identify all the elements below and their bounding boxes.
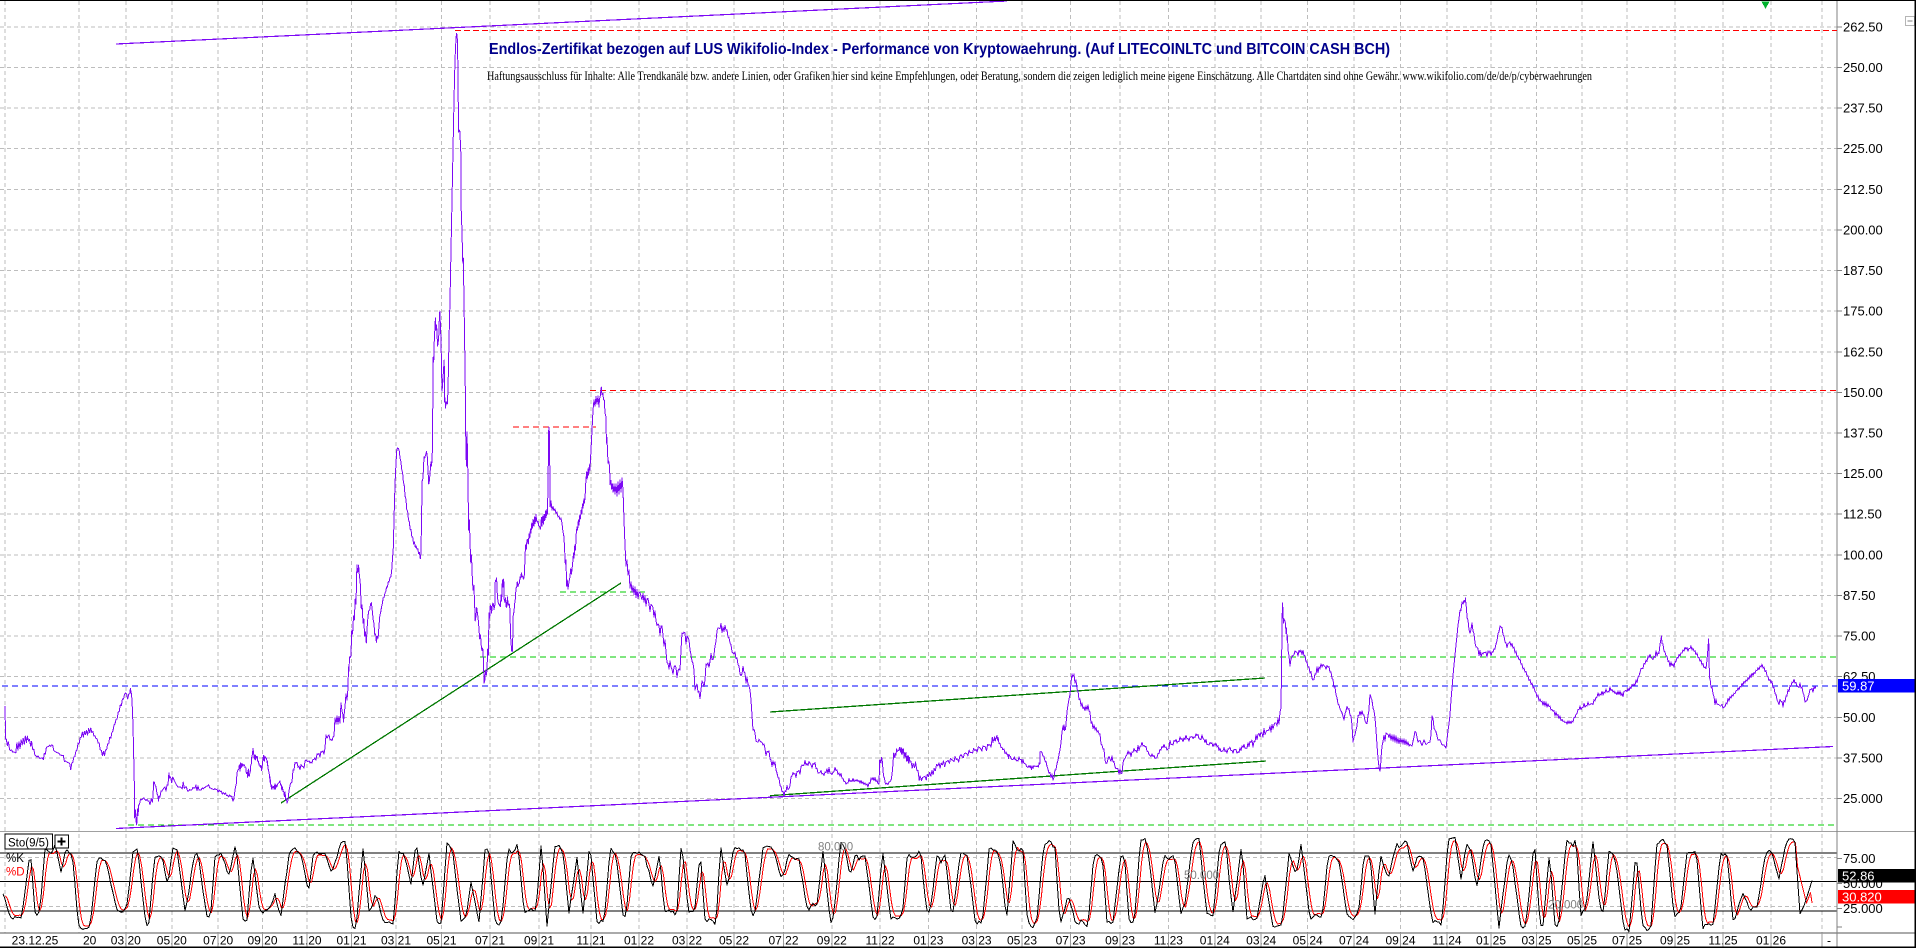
svg-text:20: 20 (83, 934, 97, 948)
svg-text:37.500: 37.500 (1843, 750, 1883, 765)
svg-text:75.00: 75.00 (1843, 851, 1876, 866)
svg-text:%K: %K (6, 853, 24, 865)
svg-text:Sto(9/5): Sto(9/5) (8, 837, 49, 849)
svg-text:87.50: 87.50 (1843, 588, 1876, 603)
svg-text:200.00: 200.00 (1843, 222, 1883, 237)
svg-text:262.50: 262.50 (1843, 19, 1883, 34)
svg-text:225.00: 225.00 (1843, 141, 1883, 156)
svg-text:212.50: 212.50 (1843, 182, 1883, 197)
svg-text:25.000: 25.000 (1843, 791, 1883, 806)
svg-text:-: - (1827, 934, 1831, 948)
svg-text:50.000: 50.000 (1184, 870, 1219, 882)
svg-text:Haftungsausschluss für Inhalte: Haftungsausschluss für Inhalte: Alle Tre… (487, 69, 1593, 83)
svg-text:20.000: 20.000 (1548, 900, 1583, 912)
svg-text:30.820: 30.820 (1842, 890, 1882, 905)
svg-text:100.00: 100.00 (1843, 547, 1883, 562)
svg-text:250.00: 250.00 (1843, 60, 1883, 75)
svg-text:23.12.25: 23.12.25 (12, 934, 59, 948)
svg-text:112.50: 112.50 (1843, 507, 1882, 522)
svg-text:137.50: 137.50 (1843, 426, 1883, 441)
svg-text:75.00: 75.00 (1843, 629, 1876, 644)
svg-text:237.50: 237.50 (1843, 101, 1883, 116)
svg-text:Endlos-Zertifikat bezogen auf: Endlos-Zertifikat bezogen auf LUS Wikifo… (489, 41, 1390, 58)
svg-text:80.000: 80.000 (818, 842, 853, 854)
svg-text:187.50: 187.50 (1843, 263, 1883, 278)
svg-text:25.000: 25.000 (1843, 901, 1883, 916)
svg-text:59.87: 59.87 (1842, 679, 1875, 694)
svg-text:50.00: 50.00 (1843, 710, 1876, 725)
svg-text:125.00: 125.00 (1843, 466, 1883, 481)
svg-text:175.00: 175.00 (1843, 304, 1883, 319)
svg-text:%D: %D (6, 867, 25, 879)
svg-text:52.86: 52.86 (1842, 869, 1875, 884)
svg-text:162.50: 162.50 (1843, 344, 1883, 359)
svg-text:150.00: 150.00 (1843, 385, 1883, 400)
